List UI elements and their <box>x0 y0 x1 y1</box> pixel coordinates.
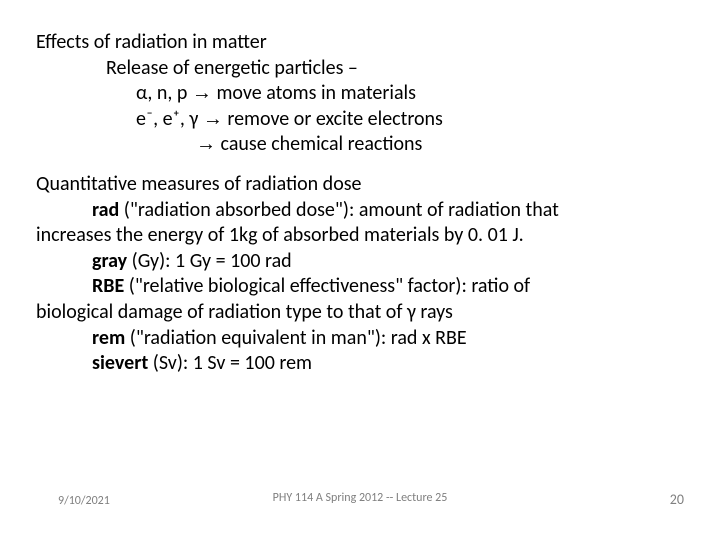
term-rbe: RBE <box>92 274 124 298</box>
line-rad: rad ("radiation absorbed dose"): amount … <box>36 198 684 224</box>
def-rem: ("radiation equivalent in man"): rad x R… <box>125 326 466 350</box>
arrow-icon: → <box>203 108 223 130</box>
text-cause: cause chemical reactions <box>216 132 422 156</box>
text-anp-pre: α, n, p <box>136 81 192 105</box>
line-alpha-np: α, n, p → move atoms in materials <box>36 81 684 107</box>
slide-content: Effects of radiation in matter Release o… <box>0 0 720 377</box>
footer-page-number: 20 <box>670 491 684 508</box>
line-electrons: e⁻, e⁺, γ → remove or excite electrons <box>36 107 684 133</box>
line-rad-cont: increases the energy of 1kg of absorbed … <box>36 223 684 249</box>
arrow-icon: → <box>196 133 216 155</box>
def-sievert: (Sv): 1 Sv = 100 rem <box>148 351 312 375</box>
slide-footer: 9/10/2021 PHY 114 A Spring 2012 -- Lectu… <box>0 491 720 508</box>
term-rem: rem <box>92 326 125 350</box>
line-rem: rem ("radiation equivalent in man"): rad… <box>36 326 684 352</box>
line-sievert: sievert (Sv): 1 Sv = 100 rem <box>36 351 684 377</box>
paragraph-quantitative: Quantitative measures of radiation dose … <box>36 172 684 377</box>
arrow-icon: → <box>192 82 212 104</box>
line-gray: gray (Gy): 1 Gy = 100 rad <box>36 249 684 275</box>
text-e-pre: e⁻, e⁺, γ <box>136 107 203 131</box>
def-rbe: ("relative biological effectiveness" fac… <box>124 274 530 298</box>
line-quant-title: Quantitative measures of radiation dose <box>36 172 684 198</box>
line-rbe: RBE ("relative biological effectiveness"… <box>36 274 684 300</box>
line-effects-title: Effects of radiation in matter <box>36 30 684 56</box>
def-rad: ("radiation absorbed dose"): amount of r… <box>119 198 559 222</box>
term-sievert: sievert <box>92 351 148 375</box>
line-release: Release of energetic particles – <box>36 56 684 82</box>
line-cause: → cause chemical reactions <box>36 132 684 158</box>
paragraph-effects: Effects of radiation in matter Release o… <box>36 30 684 158</box>
term-gray: gray <box>92 249 127 273</box>
term-rad: rad <box>92 198 119 222</box>
line-rbe-cont: biological damage of radiation type to t… <box>36 300 684 326</box>
def-gray: (Gy): 1 Gy = 100 rad <box>127 249 292 273</box>
text-anp-post: move atoms in materials <box>212 81 416 105</box>
footer-course: PHY 114 A Spring 2012 -- Lecture 25 <box>273 491 448 505</box>
footer-date: 9/10/2021 <box>58 494 110 508</box>
text-e-post: remove or excite electrons <box>223 107 443 131</box>
